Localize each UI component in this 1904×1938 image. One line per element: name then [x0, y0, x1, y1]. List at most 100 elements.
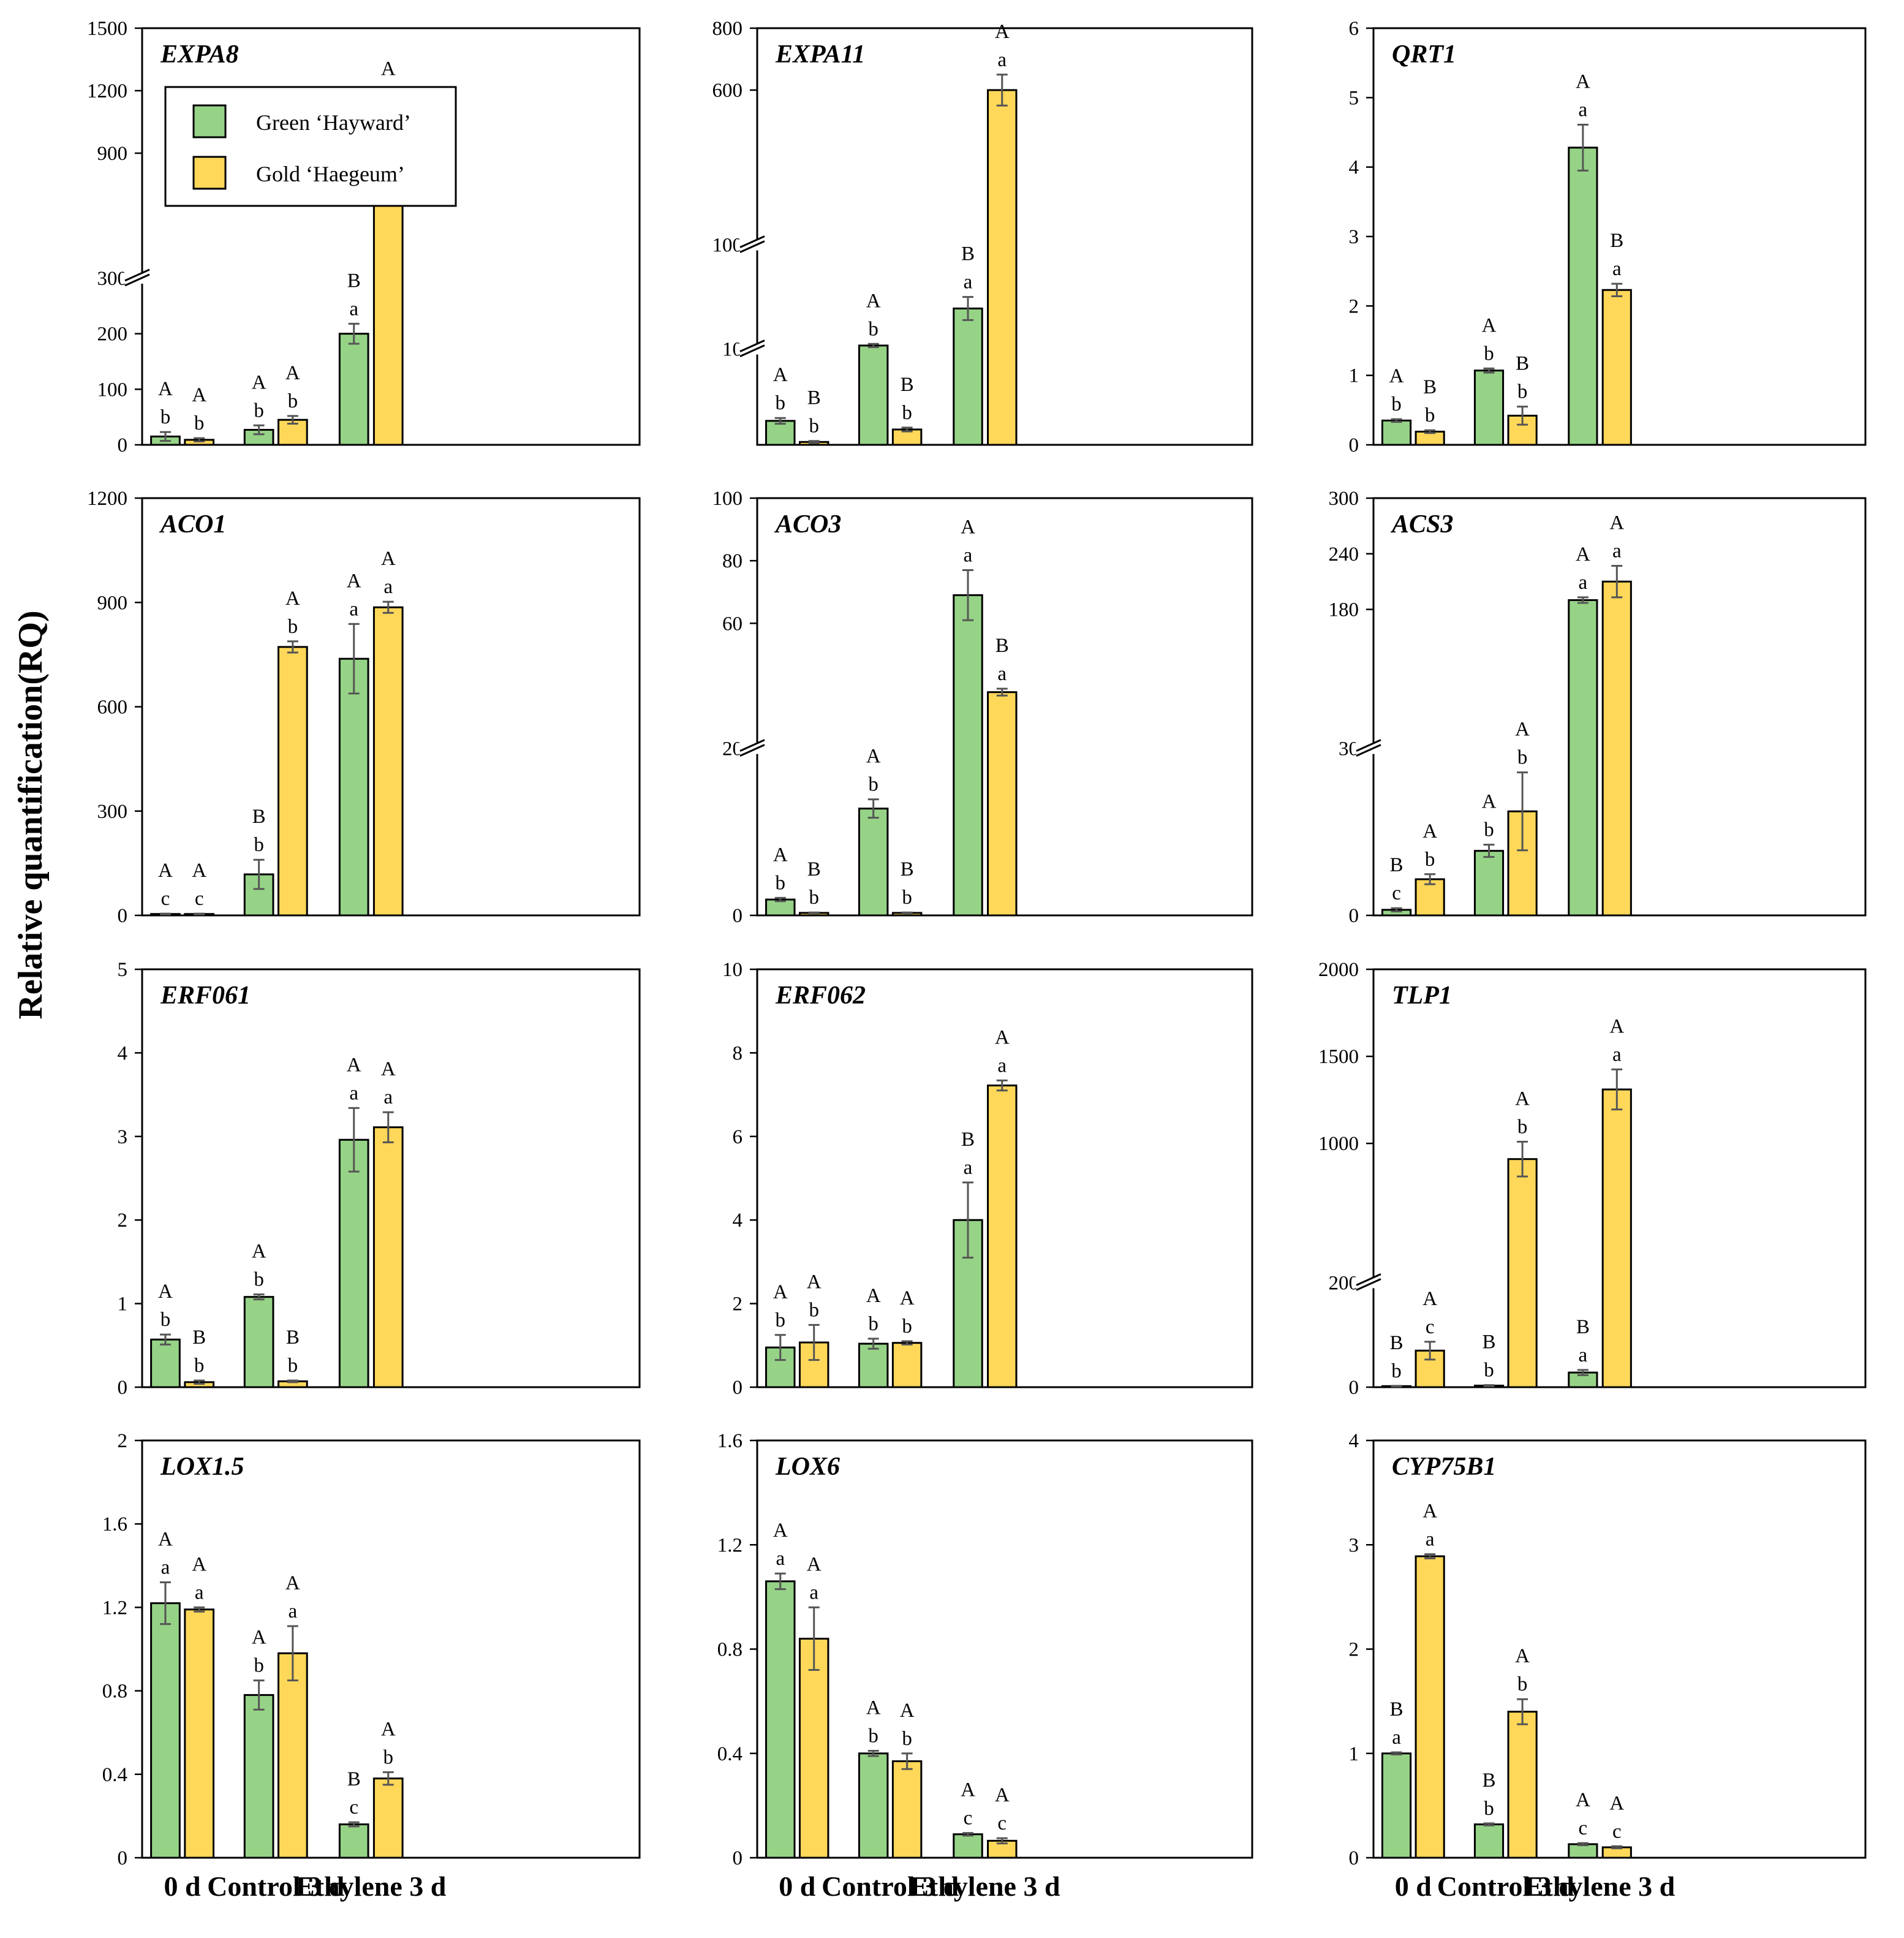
significance-letter-lower: b	[288, 616, 298, 638]
panel-cyp75b1-title: CYP75B1	[1392, 1453, 1496, 1481]
significance-letter-upper: B	[286, 1327, 300, 1349]
error-bar	[901, 1752, 913, 1770]
y-axis-label: Relative quantification(RQ)	[12, 610, 50, 1019]
significance-letter-lower: a	[964, 544, 973, 566]
error-bar	[774, 1572, 786, 1591]
error-bar	[253, 1679, 265, 1711]
y-tick-label: 6	[733, 1126, 743, 1148]
y-tick-label: 0.8	[717, 1639, 742, 1661]
error-bar	[774, 417, 786, 425]
significance-letter-upper: B	[961, 243, 975, 265]
axis-break-gap	[739, 239, 763, 251]
significance-letter-upper: A	[1482, 314, 1497, 336]
significance-letter-lower: b	[902, 1728, 912, 1750]
panel-qrt1-title: QRT1	[1392, 40, 1456, 69]
error-bar	[159, 1333, 171, 1346]
significance-letter-lower: b	[1425, 404, 1435, 426]
y-tick-label: 600	[712, 80, 743, 102]
y-tick-label: 10	[722, 959, 742, 981]
panel-aco1-title: ACO1	[159, 510, 226, 539]
error-bar	[774, 896, 786, 903]
significance-letter-lower: a	[1612, 540, 1622, 562]
error-bar	[382, 600, 394, 614]
significance-letter-upper: A	[252, 371, 266, 393]
significance-letter-lower: a	[195, 1581, 204, 1603]
y-tick-label: 200	[97, 324, 128, 346]
significance-letter-upper: B	[252, 806, 266, 828]
axis-break-gap	[739, 343, 763, 355]
bar-lox6-green-ethylene-3-d	[953, 1833, 983, 1859]
error-bar	[1577, 596, 1589, 604]
error-bar	[1517, 1698, 1528, 1725]
panel-erf061-title: ERF061	[160, 982, 251, 1010]
error-bar	[1483, 1384, 1495, 1387]
error-bar	[348, 1107, 360, 1173]
axis-break-mark	[1355, 739, 1381, 757]
y-tick-label: 4	[1349, 157, 1359, 179]
y-tick-label: 1.6	[717, 1430, 742, 1452]
panel-erf062-title: ERF062	[775, 982, 866, 1010]
axis-break-mark	[739, 739, 765, 757]
y-tick-label: 1	[118, 1293, 128, 1315]
axis-break-line	[739, 235, 765, 248]
error-bar	[962, 569, 974, 621]
y-tick-label: 1500	[1318, 1046, 1359, 1068]
y-tick-label: 0.4	[717, 1743, 742, 1765]
y-tick-label: 900	[97, 592, 128, 614]
significance-letter-lower: a	[383, 1086, 393, 1108]
significance-letter-lower: a	[349, 598, 358, 620]
significance-letter-upper: A	[381, 548, 396, 570]
error-bar	[287, 415, 298, 425]
y-tick-label: 60	[722, 613, 742, 635]
significance-letter-upper: A	[158, 378, 173, 400]
significance-letter-lower: b	[1484, 1798, 1494, 1820]
significance-letter-lower: b	[383, 1746, 393, 1768]
error-bar	[962, 296, 974, 321]
significance-letter-upper: A	[158, 1281, 173, 1303]
significance-letter-upper: A	[1609, 1792, 1624, 1814]
error-bar	[962, 1181, 974, 1259]
significance-letter-lower: b	[1391, 1360, 1402, 1382]
significance-letter-upper: A	[961, 516, 975, 538]
axis-break-gap	[1355, 1277, 1380, 1289]
significance-letter-upper: A	[158, 1529, 173, 1551]
y-tick-label: 0	[733, 1377, 743, 1399]
y-tick-label: 3	[1349, 1534, 1359, 1556]
y-tick-label: 0.4	[102, 1764, 127, 1786]
significance-letter-upper: A	[866, 1285, 881, 1307]
significance-letter-upper: A	[866, 1697, 881, 1719]
error-bar	[1611, 282, 1623, 297]
error-bar	[287, 1625, 298, 1682]
error-bar	[1611, 564, 1623, 599]
y-tick-label: 300	[97, 268, 128, 290]
axis-break-gap	[739, 743, 763, 754]
significance-letter-upper: B	[192, 1327, 206, 1349]
y-tick-label: 2	[1349, 295, 1359, 317]
significance-letter-upper: A	[252, 1241, 266, 1263]
significance-letter-upper: B	[1610, 230, 1623, 252]
error-bar	[253, 424, 265, 436]
panel-expa11-title: EXPA11	[775, 40, 865, 69]
significance-letter-upper: B	[1390, 854, 1403, 876]
bar-lox1-5-green-ethylene-3-d	[338, 1823, 369, 1859]
significance-letter-upper: A	[866, 290, 881, 312]
significance-letter-upper: A	[1609, 512, 1624, 534]
significance-letter-upper: B	[1482, 1331, 1495, 1353]
significance-letter-upper: A	[347, 570, 361, 592]
legend: Green ‘Hayward’ Gold ‘Haegeum’	[164, 86, 457, 207]
significance-letter-lower: c	[964, 1807, 973, 1830]
y-tick-label: 600	[97, 697, 128, 719]
significance-letter-lower: b	[1517, 747, 1528, 769]
y-tick-label: 0	[118, 1377, 128, 1399]
significance-letter-upper: A	[192, 860, 206, 882]
significance-letter-lower: b	[1517, 1673, 1528, 1695]
y-tick-label: 1	[1349, 1743, 1359, 1765]
significance-letter-upper: B	[1423, 376, 1437, 398]
x-category-label: 0 d	[779, 1871, 816, 1902]
significance-letter-lower: c	[1392, 882, 1401, 904]
significance-letter-upper: A	[1576, 71, 1590, 93]
